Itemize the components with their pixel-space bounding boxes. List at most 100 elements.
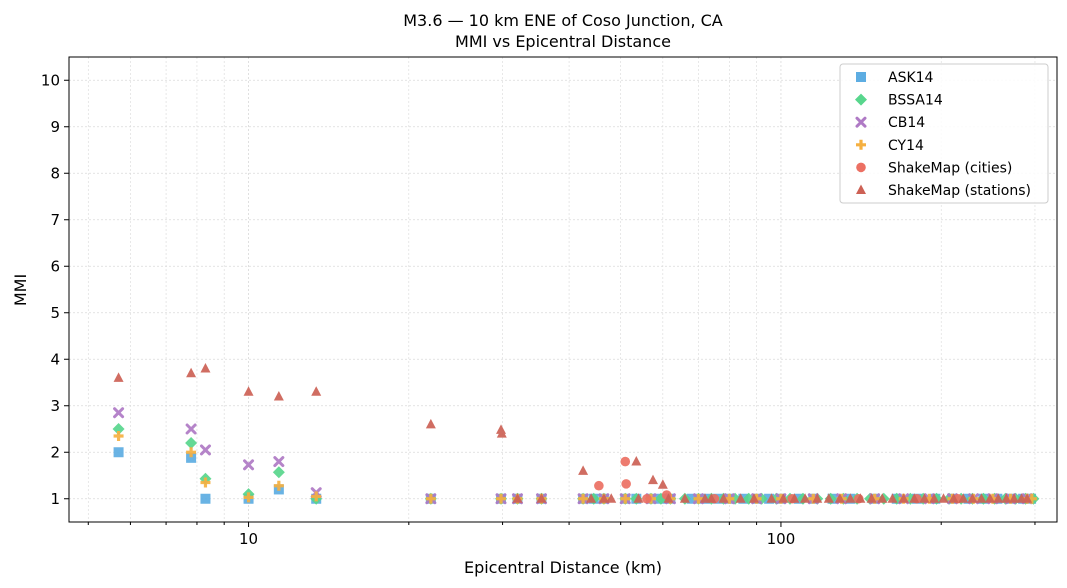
data-point: [311, 386, 322, 396]
legend-entry: ASK14: [888, 70, 934, 86]
data-point: [594, 480, 604, 491]
data-point: [606, 493, 617, 503]
legend-marker: [855, 93, 867, 106]
data-point: [311, 491, 322, 502]
data-point: [186, 452, 197, 463]
data-point: [1009, 493, 1020, 503]
data-point: [586, 493, 597, 503]
data-point: [578, 465, 589, 475]
data-point: [706, 493, 717, 503]
y-axis-label: MMI: [11, 274, 30, 306]
legend-entry: CB14: [888, 115, 925, 131]
data-point: [823, 493, 834, 503]
data-point: [642, 493, 652, 504]
legend-marker: [856, 72, 866, 82]
y-tick-label: 1: [50, 490, 60, 508]
data-point: [693, 493, 704, 504]
data-point: [898, 493, 909, 503]
y-tick-label: 3: [50, 397, 60, 415]
data-point: [679, 493, 690, 503]
y-tick-label: 7: [50, 211, 60, 229]
data-point: [200, 477, 211, 488]
data-point: [834, 493, 845, 503]
series-cb14: [113, 407, 1033, 505]
data-point: [243, 459, 255, 471]
legend-marker: [856, 184, 866, 194]
data-point: [496, 493, 507, 504]
data-point: [113, 430, 124, 441]
legend-box: [839, 63, 1049, 204]
data-point: [938, 493, 949, 503]
y-tick-label: 9: [50, 118, 60, 136]
data-point: [718, 493, 729, 503]
data-point: [425, 418, 436, 429]
y-tick-label: 4: [50, 350, 60, 368]
data-point: [909, 493, 920, 503]
data-point: [958, 493, 969, 503]
data-point: [1022, 493, 1033, 503]
data-point: [113, 372, 124, 382]
y-tick-label: 10: [41, 71, 60, 89]
data-point: [243, 492, 254, 503]
data-point: [273, 480, 284, 491]
data-point: [186, 447, 197, 458]
data-point: [112, 423, 125, 435]
y-axis-ticks: 1 2 3 4 5 6 7 8 9 10: [41, 71, 69, 508]
data-point: [657, 479, 668, 489]
data-point: [185, 423, 197, 435]
data-point: [199, 444, 211, 456]
data-point: [620, 493, 631, 504]
data-point: [512, 493, 523, 503]
data-point: [766, 493, 777, 503]
y-tick-label: 2: [50, 443, 60, 461]
data-point: [789, 493, 800, 503]
data-point: [663, 493, 674, 503]
data-point: [496, 428, 507, 438]
data-point: [273, 390, 284, 401]
data-point: [866, 493, 877, 503]
chart-title: M3.6 — 10 km ENE of Coso Junction, CA: [403, 11, 723, 30]
data-point: [919, 493, 930, 503]
data-point: [877, 493, 888, 503]
data-point: [113, 407, 125, 419]
legend-marker: [855, 116, 867, 128]
data-point: [800, 493, 811, 503]
data-point: [812, 493, 823, 503]
data-point: [1001, 493, 1012, 503]
data-point: [273, 456, 285, 468]
data-point: [976, 493, 987, 503]
legend: ASK14 BSSA14 CB14 CY14 ShakeMap (cities) Shak…: [839, 63, 1049, 204]
data-point: [113, 447, 124, 458]
data-point: [598, 493, 609, 503]
legend-entry: ShakeMap (stations): [888, 183, 1031, 199]
data-point: [993, 493, 1004, 503]
data-point: [929, 493, 940, 503]
y-tick-label: 6: [50, 257, 60, 275]
data-point: [578, 493, 589, 504]
data-point: [631, 456, 642, 466]
data-point: [200, 363, 211, 373]
data-point: [633, 493, 644, 503]
data-point: [845, 493, 856, 503]
legend-marker: [856, 139, 866, 150]
data-point: [735, 493, 746, 503]
data-point: [887, 493, 898, 503]
x-axis-label: Epicentral Distance (km): [464, 558, 662, 577]
data-point: [748, 493, 759, 503]
chart-subtitle: MMI vs Epicentral Distance: [455, 32, 671, 51]
series-shakemap-stations: [113, 363, 1033, 503]
y-tick-label: 5: [50, 304, 60, 322]
data-point: [967, 493, 978, 503]
legend-marker: [856, 162, 866, 173]
data-point: [200, 493, 211, 504]
data-point: [185, 436, 198, 449]
data-point: [686, 493, 697, 504]
plot-frame: [68, 56, 1058, 523]
data-point: [647, 474, 658, 485]
data-point: [536, 493, 547, 503]
x-tick-label: 100: [767, 530, 796, 548]
data-point: [272, 466, 285, 479]
data-point: [621, 479, 631, 489]
data-point: [948, 493, 959, 503]
